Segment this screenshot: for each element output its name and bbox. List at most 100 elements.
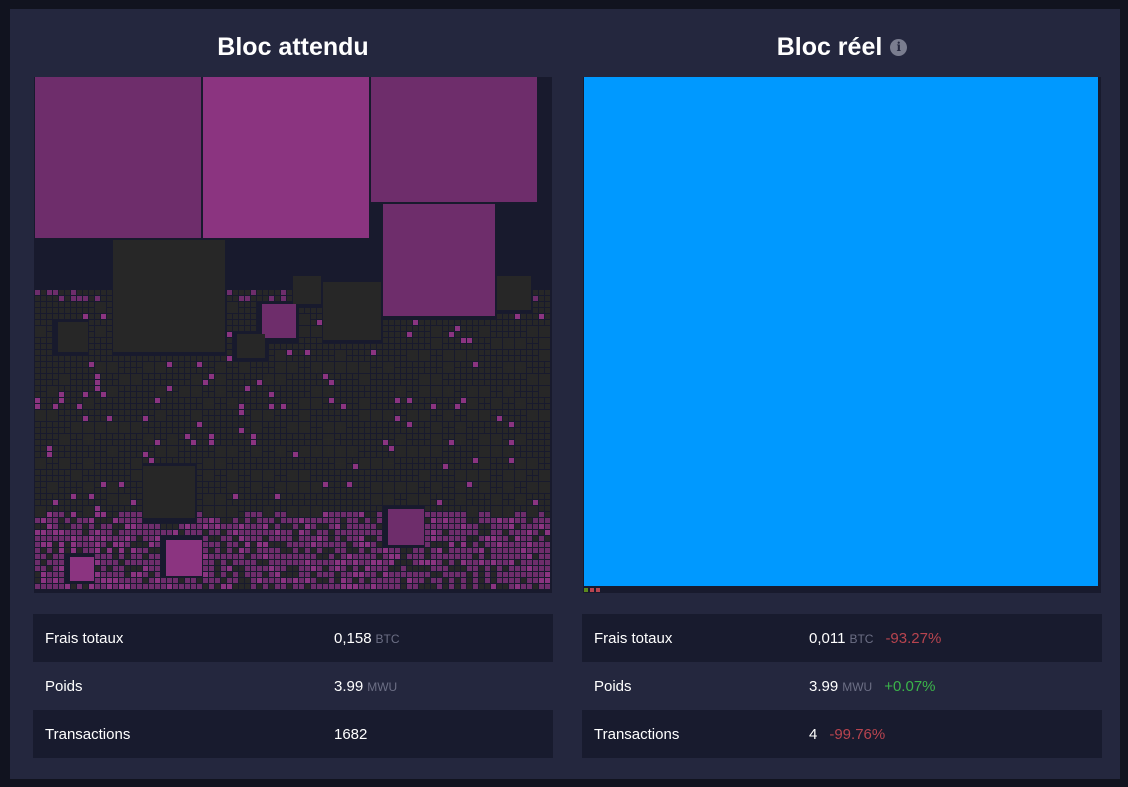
tx-block[interactable]: [77, 500, 82, 505]
tx-block[interactable]: [269, 482, 274, 487]
tx-block[interactable]: [443, 410, 454, 421]
tx-block[interactable]: [455, 326, 460, 331]
tx-block[interactable]: [539, 560, 544, 565]
tx-block[interactable]: [299, 458, 304, 463]
tx-block[interactable]: [533, 392, 538, 397]
tx-block[interactable]: [173, 392, 178, 397]
tx-block[interactable]: [47, 530, 52, 535]
tx-block[interactable]: [77, 416, 82, 421]
tx-block[interactable]: [239, 578, 244, 583]
tx-block[interactable]: [533, 542, 538, 547]
tx-block[interactable]: [497, 362, 502, 367]
tx-block[interactable]: [383, 320, 388, 325]
tx-block[interactable]: [71, 584, 76, 589]
tx-block[interactable]: [155, 356, 160, 361]
tx-block[interactable]: [53, 464, 58, 469]
tx-block[interactable]: [41, 584, 46, 589]
tx-block[interactable]: [41, 440, 46, 445]
tx-block[interactable]: [203, 398, 214, 409]
tx-block[interactable]: [245, 380, 250, 385]
tx-block[interactable]: [155, 566, 160, 571]
tx-block[interactable]: [485, 350, 490, 355]
tx-block[interactable]: [35, 308, 40, 313]
tx-block[interactable]: [197, 476, 202, 481]
tx-block[interactable]: [197, 440, 202, 445]
tx-block[interactable]: [167, 398, 172, 403]
tx-block[interactable]: [125, 542, 130, 547]
tx-block[interactable]: [323, 344, 328, 349]
tx-block[interactable]: [125, 572, 130, 577]
tx-block[interactable]: [461, 464, 466, 469]
tx-block[interactable]: [53, 542, 58, 547]
tx-block[interactable]: [425, 530, 430, 535]
tx-block[interactable]: [449, 476, 454, 481]
tx-block[interactable]: [473, 326, 478, 331]
tx-block[interactable]: [539, 578, 544, 583]
tx-block[interactable]: [449, 434, 454, 439]
tx-block[interactable]: [365, 476, 370, 481]
tx-block[interactable]: [107, 458, 112, 463]
tx-block[interactable]: [101, 296, 106, 301]
tx-block[interactable]: [347, 554, 352, 559]
tx-block[interactable]: [335, 482, 340, 487]
tx-block[interactable]: [299, 380, 304, 385]
tx-block[interactable]: [179, 410, 184, 415]
tx-block[interactable]: [101, 578, 106, 583]
tx-block[interactable]: [431, 320, 436, 325]
tx-block[interactable]: [239, 446, 244, 451]
tx-block[interactable]: [383, 338, 388, 343]
tx-block[interactable]: [317, 518, 322, 523]
tx-block[interactable]: [107, 386, 118, 397]
tx-block[interactable]: [359, 434, 364, 439]
tx-block[interactable]: [263, 488, 268, 493]
tx-block[interactable]: [83, 482, 94, 493]
tx-block[interactable]: [41, 518, 46, 523]
tx-block[interactable]: [167, 410, 172, 415]
tx-block[interactable]: [275, 290, 280, 295]
tx-block[interactable]: [353, 488, 358, 493]
tx-block[interactable]: [401, 584, 406, 589]
tx-block[interactable]: [533, 314, 538, 319]
tx-block[interactable]: [299, 572, 304, 577]
tx-block[interactable]: [353, 380, 358, 385]
tx-block[interactable]: [41, 380, 46, 385]
tx-block[interactable]: [65, 488, 70, 493]
tx-block[interactable]: [539, 368, 544, 373]
tx-block[interactable]: [227, 470, 238, 481]
tx-block[interactable]: [53, 374, 58, 379]
tx-block[interactable]: [143, 428, 148, 433]
tx-block[interactable]: [275, 458, 280, 463]
tx-block[interactable]: [407, 566, 412, 571]
tx-block[interactable]: [83, 398, 94, 409]
tx-block[interactable]: [497, 356, 502, 361]
tx-block[interactable]: [467, 554, 472, 559]
tx-block[interactable]: [371, 518, 376, 523]
tx-block[interactable]: [467, 500, 472, 505]
tx-block[interactable]: [449, 482, 454, 487]
tx-block[interactable]: [503, 380, 508, 385]
tx-block[interactable]: [545, 548, 550, 553]
tx-block[interactable]: [455, 446, 460, 451]
tx-block[interactable]: [425, 428, 430, 433]
tx-block[interactable]: [77, 584, 82, 589]
tx-block[interactable]: [149, 404, 154, 409]
tx-block[interactable]: [203, 428, 208, 433]
tx-block[interactable]: [47, 350, 52, 355]
tx-block[interactable]: [335, 416, 340, 421]
tx-block[interactable]: [485, 512, 490, 517]
tx-block[interactable]: [401, 404, 406, 409]
tx-block[interactable]: [221, 410, 226, 415]
tx-block[interactable]: [155, 362, 166, 373]
tx-block[interactable]: [59, 488, 64, 493]
tx-block[interactable]: [533, 434, 538, 439]
tx-block[interactable]: [83, 524, 88, 529]
tx-block[interactable]: [377, 470, 382, 475]
tx-block[interactable]: [83, 368, 88, 373]
tx-block[interactable]: [473, 500, 478, 505]
tx-block[interactable]: [203, 362, 208, 367]
tx-block[interactable]: [95, 314, 100, 319]
tx-block[interactable]: [209, 542, 214, 547]
tx-block[interactable]: [365, 392, 370, 397]
tx-block[interactable]: [227, 326, 232, 331]
tx-block[interactable]: [527, 530, 532, 535]
